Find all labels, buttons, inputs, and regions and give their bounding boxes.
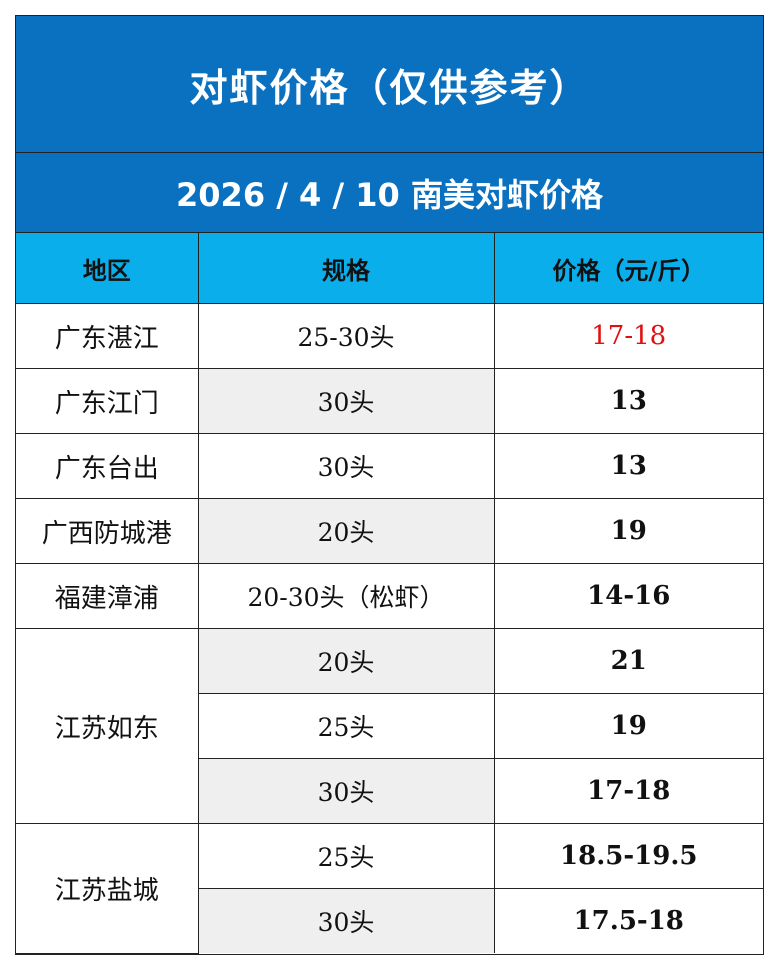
region-cell: 广东台出 [16,433,199,499]
table-row: 25头 19 [16,693,763,759]
price-cell: 17-18 [493,303,763,369]
spec-cell: 25-30头 [197,303,495,369]
spec-cell: 30头 [197,888,495,953]
price-cell: 13 [493,433,763,499]
table-row: 30头 17-18 [16,758,763,824]
price-table: 地区 规格 价格（元/斤） 广东湛江 25-30头 17-18 广东江门 30头… [16,233,763,954]
spec-header: 规格 [197,233,495,304]
spec-cell: 30头 [197,368,495,434]
spec-cell: 30头 [197,758,495,824]
table-row: 福建漳浦 20-30头（松虾） 14-16 [16,563,763,629]
price-cell: 19 [493,498,763,564]
header-row: 地区 规格 价格（元/斤） [16,233,763,304]
spec-cell: 25头 [197,693,495,759]
region-cell: 广东湛江 [16,303,199,369]
table-row: 广东江门 30头 13 [16,368,763,434]
spec-cell: 20-30头（松虾） [197,563,495,629]
sheet-subtitle: 2026 / 4 / 10 南美对虾价格 [16,153,763,233]
table-row: 广东台出 30头 13 [16,433,763,499]
table-row: 江苏盐城 25头 18.5-19.5 [16,823,763,954]
price-cell: 18.5-19.5 [493,823,763,889]
price-cell: 19 [493,693,763,759]
region-cell: 福建漳浦 [16,563,199,629]
spec-cell: 20头 [197,498,495,564]
price-header: 价格（元/斤） [493,233,763,304]
table-row: 广东湛江 25-30头 17-18 [16,303,763,369]
table-row: 30头 17.5-18 [16,888,763,953]
spec-cell: 20头 [197,628,495,694]
spec-cell: 30头 [197,433,495,499]
region-header: 地区 [16,233,199,304]
sheet-title: 对虾价格（仅供参考） [16,16,763,153]
region-cell: 广东江门 [16,368,199,434]
price-cell: 17-18 [493,758,763,824]
spec-cell: 25头 [197,823,495,889]
region-cell: 江苏如东 [16,628,199,824]
price-cell: 14-16 [493,563,763,629]
price-sheet: 对虾价格（仅供参考） 2026 / 4 / 10 南美对虾价格 地区 规格 价格… [15,15,764,955]
price-cell: 17.5-18 [493,888,763,953]
price-cell: 13 [493,368,763,434]
table-row: 广西防城港 20头 19 [16,498,763,564]
table-row: 江苏如东 20头 21 [16,628,763,824]
price-cell: 21 [493,628,763,694]
region-cell: 江苏盐城 [16,823,199,954]
region-cell: 广西防城港 [16,498,199,564]
